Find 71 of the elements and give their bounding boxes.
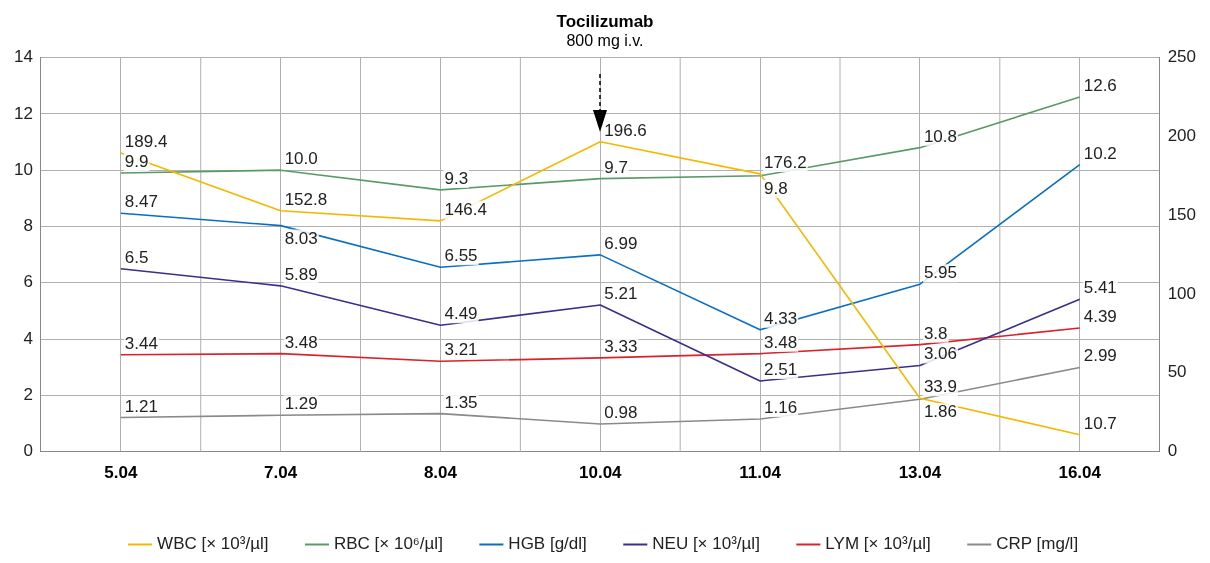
y2-tick-label: 150 bbox=[1167, 204, 1197, 224]
legend-label: CRP [mg/l] bbox=[996, 534, 1079, 554]
data-label: 1.86 bbox=[923, 402, 957, 422]
data-label: 8.03 bbox=[284, 228, 318, 248]
y2-tick-label: 250 bbox=[1167, 47, 1197, 67]
x-tick-label: 16.04 bbox=[1058, 463, 1102, 483]
y-tick-label: 2 bbox=[23, 385, 33, 404]
chart-subtitle: 800 mg i.v. bbox=[566, 32, 644, 50]
data-label: 5.21 bbox=[604, 283, 638, 303]
y-tick-label: 0 bbox=[23, 441, 33, 461]
data-label: 1.16 bbox=[764, 397, 798, 417]
y2-tick-label: 200 bbox=[1167, 126, 1197, 146]
data-label: 5.89 bbox=[284, 264, 318, 284]
y-tick-label: 14 bbox=[13, 47, 33, 67]
data-label: 4.49 bbox=[444, 304, 478, 324]
y-tick-label: 10 bbox=[13, 159, 33, 179]
data-label: 9.9 bbox=[124, 151, 149, 171]
data-label: 9.8 bbox=[764, 178, 788, 198]
y2-tick-label: 50 bbox=[1167, 362, 1187, 382]
data-label: 10.8 bbox=[923, 126, 957, 146]
legend-label: HGB [g/dl] bbox=[508, 534, 587, 554]
y-tick-label: 6 bbox=[23, 272, 33, 292]
data-label: 6.99 bbox=[604, 233, 638, 253]
data-label: 10.0 bbox=[284, 149, 318, 169]
data-label: 3.06 bbox=[923, 344, 957, 364]
legend-label: WBC [× 10³/µl] bbox=[157, 534, 269, 554]
y2-tick-label: 100 bbox=[1167, 283, 1197, 303]
data-label: 10.7 bbox=[1083, 413, 1117, 433]
x-tick-label: 11.04 bbox=[739, 463, 782, 483]
x-tick-label: 8.04 bbox=[423, 463, 458, 483]
data-label: 1.35 bbox=[444, 392, 478, 412]
data-label: 9.7 bbox=[604, 157, 628, 177]
data-label: 3.21 bbox=[444, 340, 478, 360]
data-label: 3.33 bbox=[604, 336, 638, 356]
data-label: 6.55 bbox=[444, 246, 478, 266]
data-label: 2.51 bbox=[764, 359, 798, 379]
data-label: 6.5 bbox=[124, 247, 149, 267]
data-label: 152.8 bbox=[284, 189, 328, 209]
data-label: 1.21 bbox=[124, 396, 158, 416]
y-tick-label: 8 bbox=[23, 216, 33, 236]
data-label: 176.2 bbox=[764, 152, 807, 172]
data-label: 146.4 bbox=[444, 199, 487, 219]
x-tick-label: 7.04 bbox=[264, 463, 298, 483]
y-tick-label: 4 bbox=[23, 328, 33, 348]
y-tick-label: 12 bbox=[13, 103, 33, 123]
x-tick-label: 10.04 bbox=[579, 463, 623, 483]
data-label: 3.48 bbox=[764, 332, 798, 352]
chart-title: Tocilizumab bbox=[556, 11, 654, 31]
data-label: 196.6 bbox=[604, 120, 647, 140]
data-label: 0.98 bbox=[604, 403, 638, 423]
data-label: 4.33 bbox=[764, 308, 798, 328]
y2-tick-label: 0 bbox=[1167, 441, 1178, 461]
data-label: 3.44 bbox=[124, 333, 158, 353]
data-label: 5.41 bbox=[1083, 278, 1117, 298]
data-label: 4.39 bbox=[1083, 307, 1117, 327]
data-label: 2.99 bbox=[1083, 346, 1117, 366]
legend-label: LYM [× 10³/µl] bbox=[825, 534, 931, 554]
data-label: 3.48 bbox=[284, 332, 318, 352]
x-tick-label: 13.04 bbox=[898, 463, 942, 483]
data-label: 3.8 bbox=[923, 323, 948, 343]
legend-label: NEU [× 10³/µl] bbox=[652, 534, 760, 554]
data-label: 10.2 bbox=[1083, 143, 1117, 163]
data-label: 5.95 bbox=[923, 263, 957, 283]
legend-label: RBC [× 10⁶/µl] bbox=[333, 534, 443, 554]
x-tick-label: 5.04 bbox=[104, 463, 138, 483]
data-label: 189.4 bbox=[124, 132, 168, 152]
data-label: 1.29 bbox=[284, 394, 318, 414]
data-label: 12.6 bbox=[1083, 76, 1117, 95]
data-label: 8.47 bbox=[124, 192, 158, 212]
data-label: 33.9 bbox=[923, 377, 957, 397]
data-label: 9.3 bbox=[444, 168, 469, 188]
